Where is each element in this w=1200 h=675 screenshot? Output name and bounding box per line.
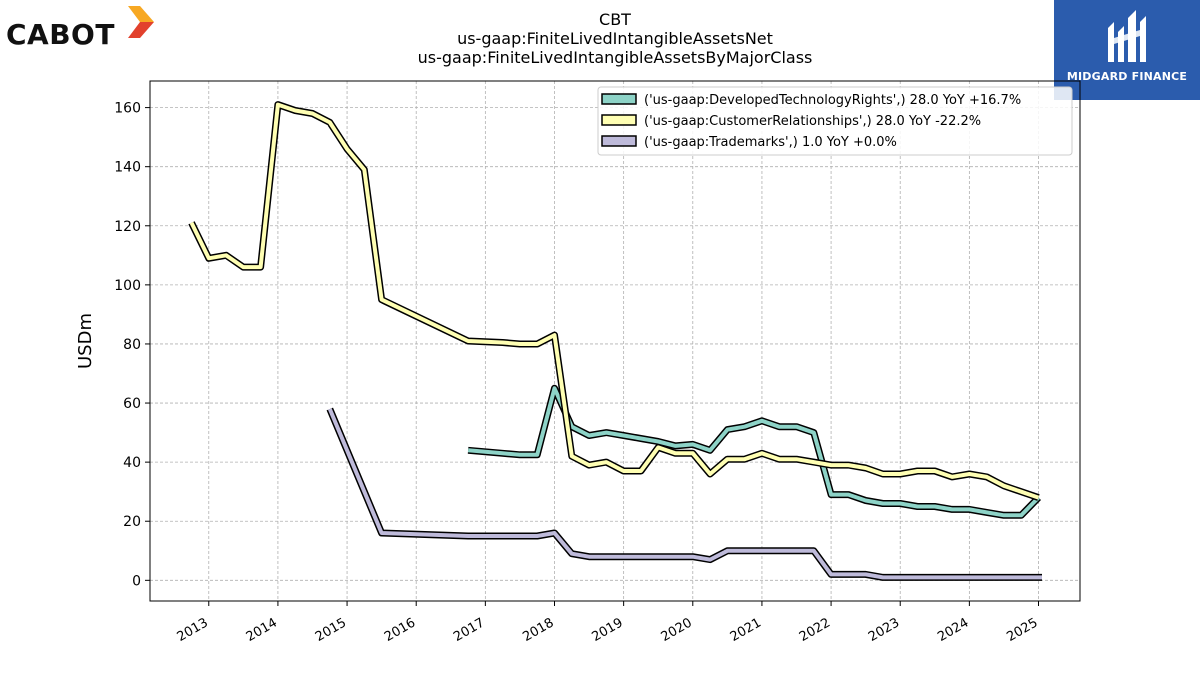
y-tick-label: 60 xyxy=(123,396,141,412)
chart-title-line2: us-gaap:FiniteLivedIntangibleAssetsNet xyxy=(457,29,773,48)
x-tick-label: 2020 xyxy=(659,615,695,645)
x-tick-label: 2016 xyxy=(382,615,418,645)
legend-swatch xyxy=(601,93,637,105)
legend-swatch xyxy=(601,114,637,126)
legend: ('us-gaap:DevelopedTechnologyRights',) 2… xyxy=(597,86,1073,156)
legend-box xyxy=(597,86,1073,156)
cabot-logo-mark xyxy=(128,6,154,38)
cabot-logo-text: CABOT xyxy=(6,18,115,51)
series-1 xyxy=(188,101,1040,501)
legend-label: ('us-gaap:CustomerRelationships',) 28.0 … xyxy=(644,114,981,129)
chart-title: CBT us-gaap:FiniteLivedIntangibleAssetsN… xyxy=(330,10,900,67)
plot-frame xyxy=(149,80,1081,602)
series-line-outline xyxy=(467,384,1042,519)
midgard-logo-mark xyxy=(1108,10,1146,62)
x-tick-label: 2025 xyxy=(1004,615,1040,645)
y-axis-label: USDm xyxy=(75,313,96,369)
x-tick-label: 2022 xyxy=(797,615,833,645)
x-tick-label: 2024 xyxy=(935,615,971,645)
series-layer xyxy=(188,101,1042,581)
x-tick-label: 2013 xyxy=(175,615,211,645)
series-2 xyxy=(326,407,1042,581)
midgard-finance-logo: MIDGARD FINANCE xyxy=(1054,0,1200,100)
series-line xyxy=(467,386,1040,518)
grid xyxy=(150,81,1080,601)
midgard-logo-text: MIDGARD FINANCE xyxy=(1066,70,1188,83)
y-tick-label: 120 xyxy=(114,219,141,235)
legend-label: ('us-gaap:DevelopedTechnologyRights',) 2… xyxy=(644,93,1021,108)
x-tick-label: 2019 xyxy=(589,615,625,645)
chart-title-line1: CBT xyxy=(599,10,631,29)
series-line xyxy=(327,408,1042,580)
series-line xyxy=(189,102,1040,500)
series-line-outline xyxy=(326,407,1042,581)
x-tick-label: 2018 xyxy=(520,615,556,645)
axes: 0 20 40 60 80 100 120 140 160 2013 2014 2015 2016 201… xyxy=(114,101,1040,645)
x-tick-label: 2015 xyxy=(313,615,349,645)
y-tick-label: 40 xyxy=(123,455,141,471)
cabot-logo: CABOT xyxy=(4,6,164,51)
x-tick-label: 2021 xyxy=(728,615,764,645)
chart-title-line3: us-gaap:FiniteLivedIntangibleAssetsByMaj… xyxy=(417,48,813,67)
y-tick-label: 100 xyxy=(114,278,141,294)
series-0 xyxy=(467,384,1042,519)
y-tick-label: 140 xyxy=(114,160,141,176)
y-tick-label: 20 xyxy=(123,514,141,530)
x-tick-label: 2023 xyxy=(866,615,902,645)
x-tick-label: 2014 xyxy=(244,615,280,645)
legend-label: ('us-gaap:Trademarks',) 1.0 YoY +0.0% xyxy=(644,135,897,150)
series-line-outline xyxy=(188,101,1040,501)
y-tick-label: 80 xyxy=(123,337,141,353)
y-tick-label: 0 xyxy=(132,573,141,589)
legend-swatch xyxy=(601,135,637,147)
y-tick-label: 160 xyxy=(114,101,141,117)
x-tick-label: 2017 xyxy=(451,615,487,645)
